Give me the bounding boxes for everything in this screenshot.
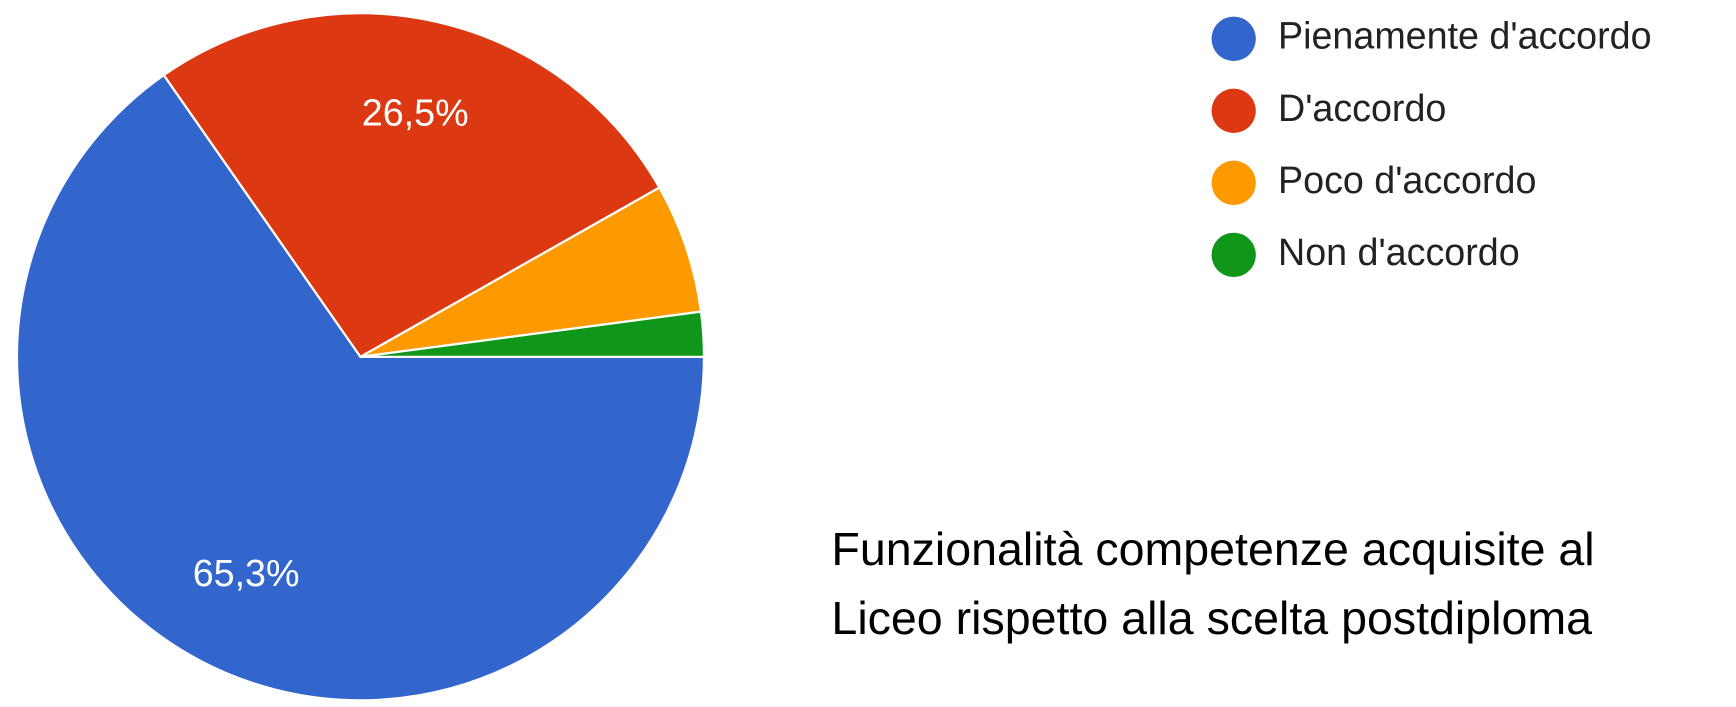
legend-label: D'accordo — [1278, 87, 1446, 129]
pie-slice — [359, 186, 703, 358]
slice-label: 26,5% — [362, 92, 469, 134]
legend-swatch — [1211, 88, 1256, 133]
pie-slice — [162, 12, 661, 359]
legend-swatch — [1211, 160, 1256, 206]
legend-label: Poco d'accordo — [1278, 159, 1536, 201]
title-box: Funzionalità competenze acquisite al Lic… — [831, 523, 1595, 644]
legend-label: Non d'accordo — [1278, 231, 1520, 273]
legend-swatch — [1211, 232, 1256, 278]
pie-slice — [360, 310, 706, 358]
legend-swatch — [1211, 16, 1256, 61]
slice-label: 65,3% — [193, 552, 300, 594]
chart-title: Funzionalità competenze acquisite al Lic… — [831, 523, 1595, 644]
pie-slice — [15, 73, 706, 702]
legend-label: Pienamente d'accordo — [1278, 15, 1652, 57]
